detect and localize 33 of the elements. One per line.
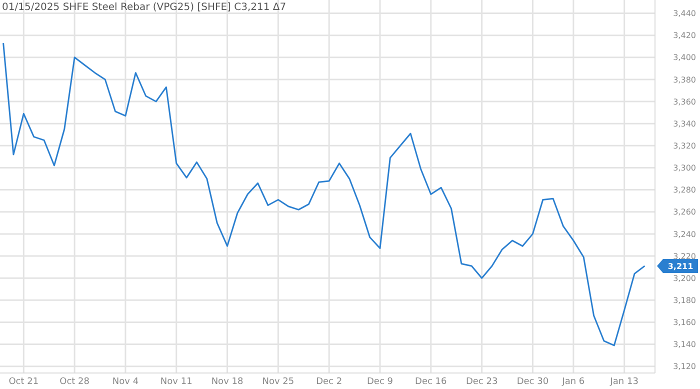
y-tick-label: 3,140 [673,340,696,350]
y-tick-label: 3,340 [673,119,696,128]
text: 3,211 [668,262,694,271]
x-tick-label: Dec 23 [466,377,498,387]
chart-title: 01/15/2025 SHFE Steel Rebar (VPG25) [SHFE] C3,211 Δ7 [2,2,286,13]
x-tick-label: Nov 25 [262,377,294,387]
line-series [2,42,646,346]
x-tick-label: Nov 11 [160,377,192,387]
x-tick-label: Nov 18 [211,377,244,387]
y-tick-label: 3,320 [673,141,696,150]
y-tick-label: 3,240 [673,230,696,239]
y-tick-label: 3,380 [673,75,696,84]
x-tick-label: Dec 2 [316,377,342,387]
y-tick-label: 3,220 [673,252,696,261]
x-tick-label: Nov 4 [112,377,139,387]
y-tick-label: 3,440 [673,9,696,18]
x-tick-label: Dec 30 [516,377,549,387]
x-tick-label: Jan 13 [609,377,638,387]
y-tick-label: 3,200 [673,274,696,283]
y-tick-label: 3,120 [673,362,696,372]
y-tick-label: 3,300 [673,164,696,173]
y-tick-label: 3,400 [673,53,696,62]
y-tick-label: 3,260 [673,208,696,217]
y-tick-label: 3,180 [673,296,696,305]
x-tick-label: Dec 9 [366,377,394,387]
x-tick-label: Oct 21 [8,377,39,387]
y-tick-label: 3,360 [673,97,696,106]
x-tick-label: Oct 28 [60,377,90,387]
y-tick-label: 3,280 [673,186,696,195]
x-tick-label: Jan 6 [561,377,585,387]
x-tick-label: Dec 16 [415,377,448,387]
y-tick-label: 3,160 [673,318,696,328]
y-tick-label: 3,420 [673,31,696,40]
